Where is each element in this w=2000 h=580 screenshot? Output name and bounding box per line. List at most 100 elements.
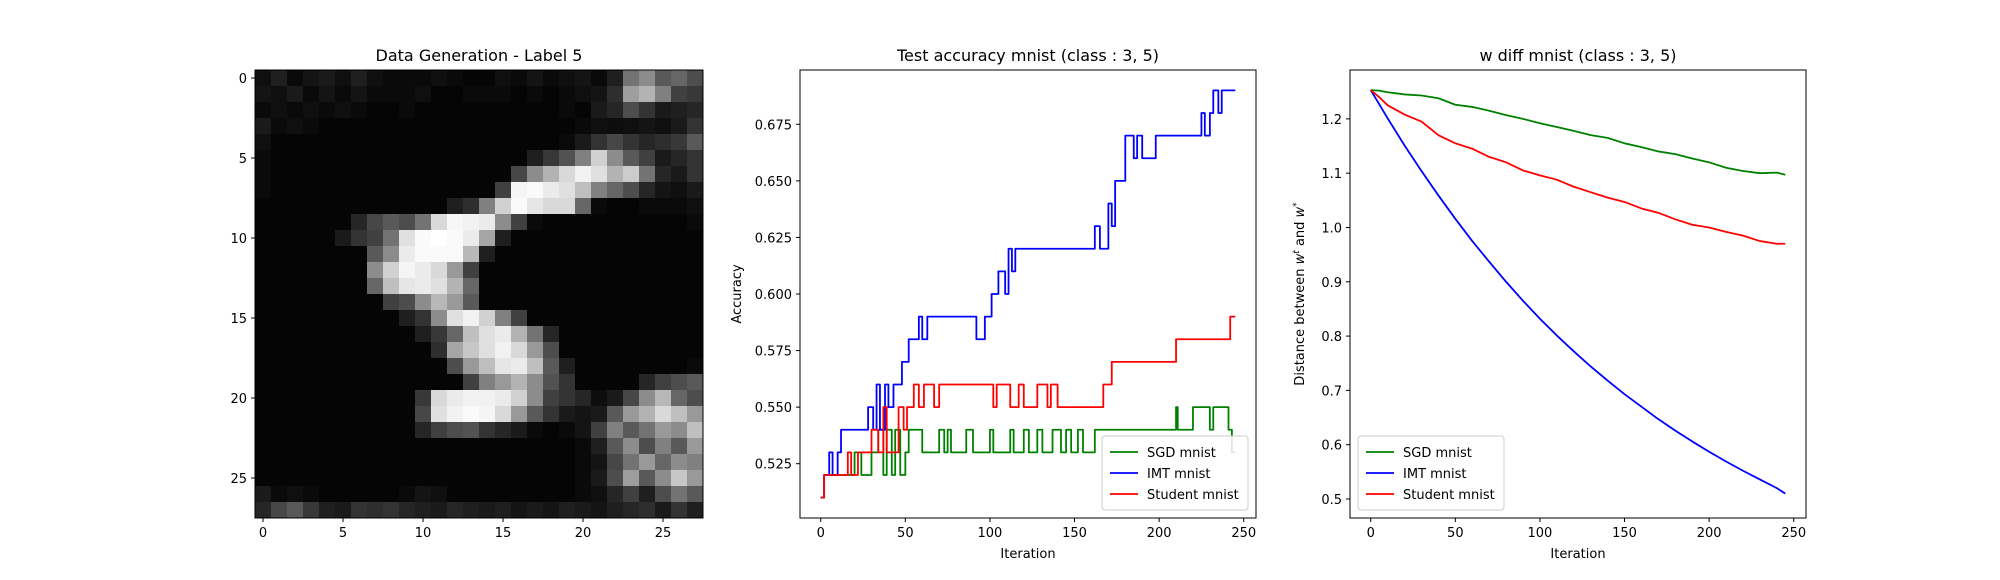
heatmap-cell bbox=[655, 390, 672, 407]
heatmap-cell bbox=[655, 438, 672, 455]
heatmap-cell bbox=[607, 182, 624, 199]
heatmap-cell bbox=[559, 342, 576, 359]
heatmap-cell bbox=[543, 118, 560, 135]
heatmap-cell bbox=[687, 390, 704, 407]
heatmap-cell bbox=[351, 102, 368, 119]
heatmap-cell bbox=[351, 118, 368, 135]
heatmap-cell bbox=[351, 310, 368, 327]
heatmap-cell bbox=[687, 118, 704, 135]
heatmap-cell bbox=[255, 438, 272, 455]
heatmap-cell bbox=[495, 182, 512, 199]
wdiff-x-label: Iteration bbox=[1550, 547, 1605, 562]
heatmap-cell bbox=[335, 230, 352, 247]
heatmap-cell bbox=[255, 118, 272, 135]
heatmap-cell bbox=[671, 214, 688, 231]
heatmap-cell bbox=[303, 262, 320, 279]
heatmap-cell bbox=[319, 310, 336, 327]
heatmap-cell bbox=[559, 438, 576, 455]
heatmap-cell bbox=[639, 134, 656, 151]
heatmap-cell bbox=[319, 246, 336, 263]
heatmap-cell bbox=[607, 438, 624, 455]
heatmap-cell bbox=[591, 294, 608, 311]
heatmap-cell bbox=[319, 374, 336, 391]
heatmap-cell bbox=[623, 246, 640, 263]
heatmap-cell bbox=[447, 134, 464, 151]
heatmap-cell bbox=[671, 102, 688, 119]
heatmap-cell bbox=[655, 326, 672, 343]
heatmap-cell bbox=[255, 406, 272, 423]
heatmap-cell bbox=[367, 310, 384, 327]
heatmap-cell bbox=[591, 86, 608, 103]
heatmap-cell bbox=[623, 230, 640, 247]
heatmap-cell bbox=[383, 182, 400, 199]
heatmap-cell bbox=[431, 310, 448, 327]
x-tick-label: 150 bbox=[1612, 526, 1637, 541]
heatmap-cell bbox=[271, 342, 288, 359]
heatmap-cell bbox=[511, 102, 528, 119]
heatmap-cell bbox=[383, 118, 400, 135]
heatmap-cell bbox=[319, 134, 336, 151]
heatmap-cell bbox=[255, 294, 272, 311]
heatmap-cell bbox=[303, 358, 320, 375]
heatmap-cell bbox=[351, 246, 368, 263]
heatmap-cell bbox=[271, 198, 288, 215]
heatmap-cell bbox=[607, 102, 624, 119]
heatmap-cell bbox=[351, 182, 368, 199]
heatmap-cell bbox=[495, 278, 512, 295]
heatmap-cell bbox=[655, 182, 672, 199]
heatmap-cell bbox=[431, 70, 448, 87]
heatmap-cell bbox=[543, 182, 560, 199]
heatmap-cell bbox=[463, 310, 480, 327]
heatmap-cell bbox=[671, 262, 688, 279]
heatmap-cell bbox=[447, 102, 464, 119]
heatmap-cell bbox=[591, 246, 608, 263]
heatmap-cell bbox=[383, 422, 400, 439]
heatmap-cell bbox=[415, 390, 432, 407]
heatmap-cell bbox=[463, 70, 480, 87]
heatmap-cell bbox=[559, 262, 576, 279]
heatmap-cell bbox=[527, 390, 544, 407]
heatmap-cell bbox=[399, 502, 416, 519]
heatmap-cell bbox=[255, 214, 272, 231]
heatmap-cell bbox=[591, 150, 608, 167]
heatmap-cell bbox=[687, 454, 704, 471]
heatmap-cell bbox=[671, 86, 688, 103]
heatmap-cell bbox=[479, 358, 496, 375]
y-tick-label: 0.600 bbox=[755, 288, 792, 303]
heatmap-cell bbox=[367, 86, 384, 103]
heatmap-cell bbox=[383, 102, 400, 119]
heatmap-cell bbox=[591, 454, 608, 471]
heatmap-cell bbox=[575, 342, 592, 359]
heatmap-cell bbox=[511, 230, 528, 247]
heatmap-cell bbox=[623, 326, 640, 343]
heatmap-cell bbox=[607, 198, 624, 215]
x-tick-label: 100 bbox=[978, 526, 1003, 541]
heatmap-cell bbox=[559, 486, 576, 503]
heatmap-cell bbox=[335, 278, 352, 295]
heatmap-cell bbox=[559, 406, 576, 423]
heatmap-cell bbox=[463, 198, 480, 215]
heatmap-cell bbox=[383, 214, 400, 231]
heatmap-cell bbox=[399, 358, 416, 375]
heatmap-cell bbox=[335, 182, 352, 199]
heatmap-cell bbox=[319, 342, 336, 359]
heatmap-cell bbox=[575, 438, 592, 455]
heatmap-cell bbox=[543, 342, 560, 359]
heatmap-cell bbox=[495, 294, 512, 311]
heatmap-cell bbox=[287, 454, 304, 471]
heatmap-cell bbox=[383, 486, 400, 503]
heatmap-cell bbox=[463, 102, 480, 119]
heatmap-cell bbox=[415, 246, 432, 263]
heatmap-cell bbox=[431, 454, 448, 471]
heatmap-cell bbox=[255, 150, 272, 167]
heatmap-cell bbox=[447, 374, 464, 391]
x-tick-label: 0 bbox=[817, 526, 825, 541]
heatmap-cell bbox=[447, 422, 464, 439]
heatmap-cell bbox=[415, 326, 432, 343]
heatmap-cell bbox=[623, 214, 640, 231]
heatmap-cell bbox=[351, 262, 368, 279]
heatmap-cell bbox=[591, 486, 608, 503]
heatmap-cell bbox=[399, 342, 416, 359]
x-tick-label: 250 bbox=[1781, 526, 1806, 541]
heatmap-cell bbox=[575, 86, 592, 103]
